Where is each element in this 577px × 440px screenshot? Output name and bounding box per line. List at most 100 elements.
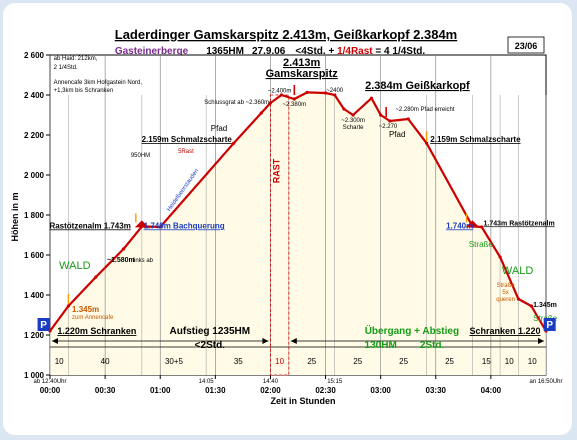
segment-duration: 10 — [55, 357, 64, 366]
y-tick-label: 2 600 — [24, 51, 45, 60]
annotation-p2300: ~2.300m — [341, 118, 365, 124]
profile-point — [121, 247, 126, 251]
annotation-pfad-left: Pfad — [211, 124, 227, 133]
annotation-strasse-small-3: queren — [496, 297, 515, 303]
subtitle-total: = 4 1/4Std. — [373, 46, 426, 57]
annotation-strasse-right: Straße — [469, 240, 494, 249]
parking-label: P — [546, 320, 553, 331]
annotation-annencafe-info-2: +1,3km bis Schranken — [54, 88, 114, 94]
y-tick-label: 1 800 — [24, 211, 45, 220]
time-stamp: 14:40 — [263, 379, 279, 385]
profile-point — [498, 255, 502, 259]
time-stamp: 15:15 — [327, 379, 343, 385]
annotation-p2400-b: ~2400 — [326, 88, 344, 94]
y-tick-label: 2 200 — [24, 131, 45, 140]
hut-icon — [134, 220, 149, 228]
y-tick-label: 1 400 — [24, 291, 45, 300]
annotation-bach-right: 1.740m — [446, 221, 473, 230]
x-tick-label: 01:30 — [205, 386, 226, 395]
annotation-pfad-right: Pfad — [389, 130, 405, 139]
x-tick-label: 00:00 — [40, 386, 61, 395]
x-tick-label: 01:00 — [150, 386, 171, 395]
annotation-p1580: ~1.580m — [107, 257, 135, 264]
annotation-gamskar-name: 2.413m — [283, 57, 321, 69]
subtitle-date: 27.9.06 — [252, 46, 286, 57]
plot-area: 1 000 1 200 1 400 1 600 1 800 2 000 2 200 2 400… — [24, 51, 563, 395]
annotation-p2270: ~2.270 — [379, 124, 398, 130]
profile-point — [333, 93, 337, 97]
annotation-rast-mark: 5Rast — [178, 149, 194, 155]
y-tick-label: 1 600 — [24, 251, 45, 260]
subtitle-group: Gasteinerberge — [115, 46, 189, 57]
x-tick-label: 03:00 — [370, 386, 391, 395]
time-stamp: ab 12:40Uhr — [33, 379, 66, 385]
annotation-aufstieg-2: <2Std. — [195, 340, 226, 351]
annotation-aufstieg: Aufstieg 1235HM — [170, 326, 251, 337]
uebergang-arrow-head — [538, 338, 544, 344]
annotation-p2400-a: ~2.400m — [268, 89, 292, 95]
profile-point — [406, 117, 410, 121]
profile-point — [529, 304, 533, 308]
annotation-rast-v: RAST — [272, 158, 282, 183]
annotation-strasse-small-2: 5x — [502, 290, 508, 296]
annotation-uebergang: Übergang + Abstieg — [365, 324, 459, 337]
annotation-geisskar-name: 2.384m Geißkarkopf — [365, 80, 470, 92]
tour-id-box — [507, 36, 545, 54]
profile-point — [66, 304, 70, 308]
uebergang-arrow-head — [290, 338, 297, 344]
segment-duration: 10 — [505, 357, 514, 366]
subtitle-hm: 1365HM — [206, 46, 244, 57]
profile-point — [259, 111, 263, 115]
profile-point — [94, 275, 98, 279]
annotation-p1345-left: 1.345m — [72, 305, 99, 314]
x-tick-label: 03:30 — [426, 386, 447, 395]
y-tick-label: 1 200 — [24, 331, 45, 340]
aufstieg-arrow-head — [52, 338, 58, 344]
segment-duration: 35 — [234, 357, 243, 366]
profile-point — [279, 93, 284, 97]
parking-label: P — [40, 320, 47, 331]
x-tick-label: 02:30 — [315, 386, 336, 395]
x-tick-label: 00:30 — [95, 386, 116, 395]
profile-point — [369, 96, 374, 100]
annotation-annencafe: zum Annencafe — [72, 315, 114, 321]
annotation-schlussgrat: Schlussgrat ab ~2.360m — [204, 100, 269, 106]
annotation-strasse-small: Straße — [497, 283, 516, 289]
y-tick-label: 2 400 — [24, 91, 45, 100]
annotation-schmalz-right: 2.159m Schmalzscharte — [430, 135, 521, 144]
chart-card: Laderdinger Gamskarspitz 2.413m, Geißkar… — [3, 3, 572, 435]
chart-subtitle: Gasteinerberge 1365HM 27.9.06 <4Std. + 1/4R… — [115, 46, 426, 57]
profile-point — [342, 107, 346, 111]
elevation-profile-chart: Laderdinger Gamskarspitz 2.413m, Geißkar… — [10, 27, 563, 406]
annotation-schranken-left: 1.220m Schranken — [57, 326, 136, 336]
x-tick-label: 04:00 — [481, 386, 502, 395]
profile-point — [305, 90, 309, 94]
annotation-p1580-note: links ab — [133, 258, 154, 264]
annotation-schranken-right: Schranken 1.220 — [469, 326, 540, 336]
profile-point — [480, 225, 484, 229]
profile-point — [424, 141, 429, 145]
segment-duration: 15 — [482, 357, 491, 366]
annotation-annencafe-info: Annencafe 3km Hofgastein Nord, — [54, 80, 143, 86]
segment-duration: 25 — [445, 357, 454, 366]
annotation-p1345-right: 1.345m — [533, 302, 557, 309]
profile-area-fill — [50, 92, 546, 376]
x-axis-label: Zeit in Stunden — [271, 396, 336, 406]
profile-point — [323, 91, 328, 95]
rast-box — [270, 94, 290, 376]
subtitle-rast: 1/4Rast — [337, 46, 373, 57]
annotation-ab-haid-2: 2 1/4Std. — [54, 65, 78, 71]
segment-duration: 25 — [399, 357, 408, 366]
chart-title: Laderdinger Gamskarspitz 2.413m, Geißkar… — [115, 27, 457, 42]
annotation-schmalz-left: 2.159m Schmalzscharte — [142, 135, 233, 144]
annotation-p2380: ~2.380m — [283, 102, 307, 108]
annotation-rastoetzen-left: Rastötzenalm 1.743m — [49, 221, 130, 230]
profile-point — [351, 113, 355, 117]
aufstieg-arrow-head — [262, 338, 269, 344]
profile-point — [232, 141, 236, 145]
x-tick-label: 02:00 — [260, 386, 281, 395]
profile-point — [292, 97, 296, 101]
annotation-scharte: Scharte — [343, 125, 364, 131]
segment-duration: 25 — [307, 357, 316, 366]
y-tick-label: 1 000 — [24, 371, 45, 380]
